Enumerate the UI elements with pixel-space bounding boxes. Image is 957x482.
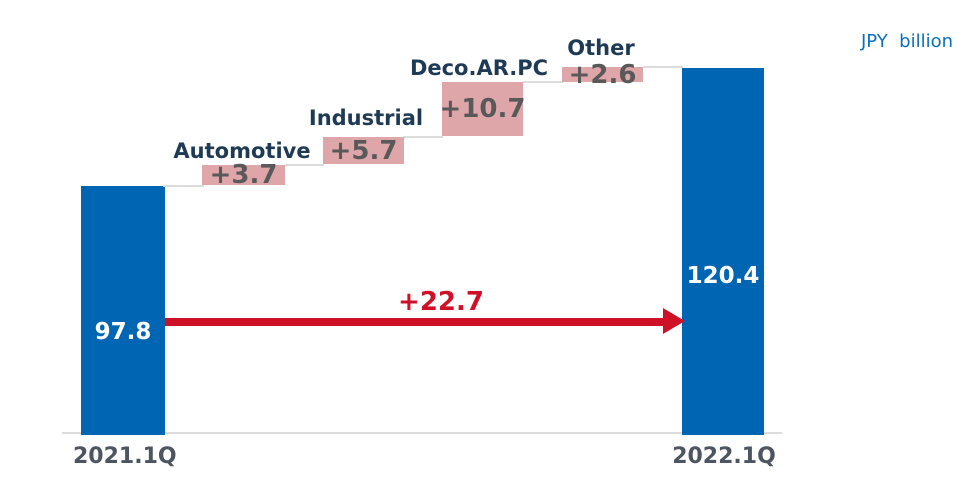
end-total-value: 120.4 (686, 263, 760, 289)
connector-line (403, 136, 443, 138)
connector-line (285, 164, 324, 166)
change-arrow-head-icon (663, 308, 685, 334)
step-bar-other: +2.6 (562, 62, 643, 88)
unit-label: JPY billion (860, 31, 953, 52)
connector-line (643, 66, 683, 68)
x-axis-baseline (62, 432, 782, 434)
step-label-automotive: Automotive (173, 139, 311, 163)
step-label-other: Other (567, 36, 635, 60)
connector-line (523, 81, 563, 83)
step-label-industrial: Industrial (308, 106, 424, 130)
x-axis-label-start: 2021.1Q (73, 444, 177, 469)
start-total-bar (81, 186, 165, 435)
step-label-deco-ar-pc: Deco.AR.PC (409, 56, 549, 80)
change-arrow-line (165, 318, 664, 326)
step-bar-industrial: +5.7 (323, 137, 404, 164)
total-change-label: +22.7 (398, 287, 484, 317)
end-total-bar (682, 68, 764, 435)
step-bar-deco-ar-pc: +10.7 (440, 82, 525, 136)
connector-line (163, 185, 204, 187)
step-bar-automotive: +3.7 (202, 162, 285, 188)
x-axis-label-end: 2022.1Q (672, 444, 776, 469)
start-total-value: 97.8 (94, 319, 152, 345)
